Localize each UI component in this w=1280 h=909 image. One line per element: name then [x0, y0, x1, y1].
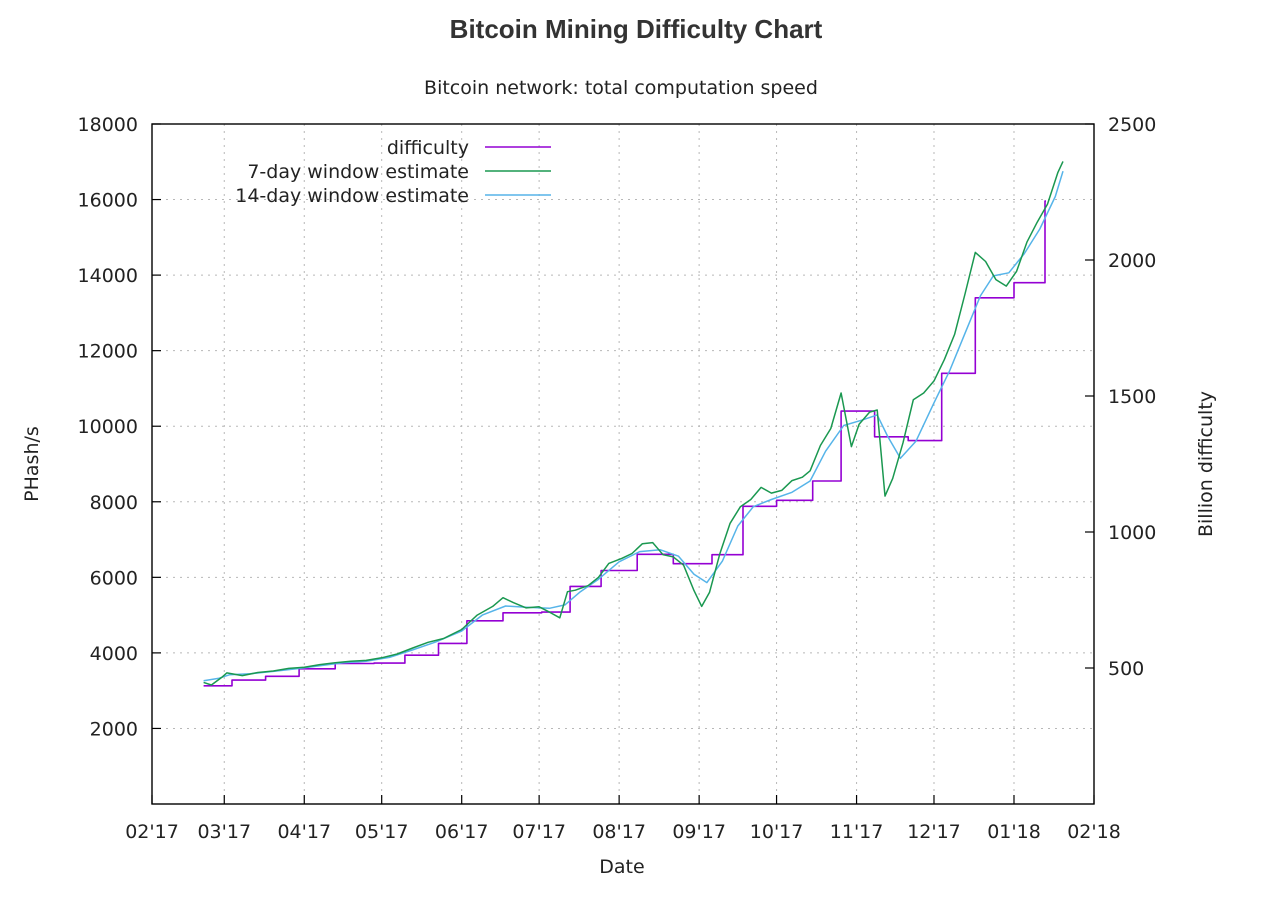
x-tick-label: 12'17 — [907, 821, 961, 843]
y2-tick-label: 1500 — [1108, 386, 1156, 408]
y-axis-label: PHash/s — [21, 426, 43, 502]
page-title: Bitcoin Mining Difficulty Chart — [449, 14, 823, 44]
y-tick-label: 12000 — [78, 341, 138, 363]
series-line-2 — [203, 170, 1064, 682]
x-tick-label: 05'17 — [355, 821, 409, 843]
axes: 2000 4000 6000 8000 10000 12000 14000 16000 1800… — [78, 114, 1157, 843]
x-tick-label: 11'17 — [830, 821, 884, 843]
x-tick-label: 01'18 — [987, 821, 1041, 843]
x-tick-label: 02'17 — [125, 821, 179, 843]
x-tick-label: 08'17 — [592, 821, 646, 843]
y2-tick-label: 500 — [1108, 658, 1144, 680]
x-axis-label: Date — [599, 856, 644, 878]
x-tick-label: 06'17 — [435, 821, 489, 843]
x-tick-label: 10'17 — [750, 821, 804, 843]
series-line-0 — [203, 200, 1046, 687]
legend-label: difficulty — [387, 137, 469, 159]
y-tick-label: 6000 — [90, 567, 138, 589]
y-tick-label: 18000 — [78, 114, 138, 136]
y-tick-label: 10000 — [78, 416, 138, 438]
y-tick-label: 2000 — [90, 718, 138, 740]
x-tick-label: 09'17 — [672, 821, 726, 843]
series-layer — [203, 161, 1064, 687]
series-line-1 — [203, 161, 1064, 686]
grid-lines — [151, 123, 1095, 804]
legend-label: 14-day window estimate — [235, 185, 469, 207]
x-tick-label: 04'17 — [277, 821, 331, 843]
y-tick-label: 4000 — [90, 643, 138, 665]
y2-tick-label: 1000 — [1108, 522, 1156, 544]
plot-frame — [151, 123, 1095, 805]
y-tick-label: 14000 — [78, 265, 138, 287]
y2-tick-label: 2500 — [1108, 114, 1156, 136]
y2-axis-label: Billion difficulty — [1195, 391, 1217, 537]
y-tick-label: 8000 — [90, 492, 138, 514]
x-tick-label: 03'17 — [197, 821, 251, 843]
y2-tick-label: 2000 — [1108, 250, 1156, 272]
legend-label: 7-day window estimate — [247, 161, 469, 183]
x-tick-label: 02'18 — [1067, 821, 1121, 843]
y-tick-label: 16000 — [78, 190, 138, 212]
x-tick-label: 07'17 — [512, 821, 566, 843]
chart-subtitle: Bitcoin network: total computation speed — [424, 77, 818, 99]
